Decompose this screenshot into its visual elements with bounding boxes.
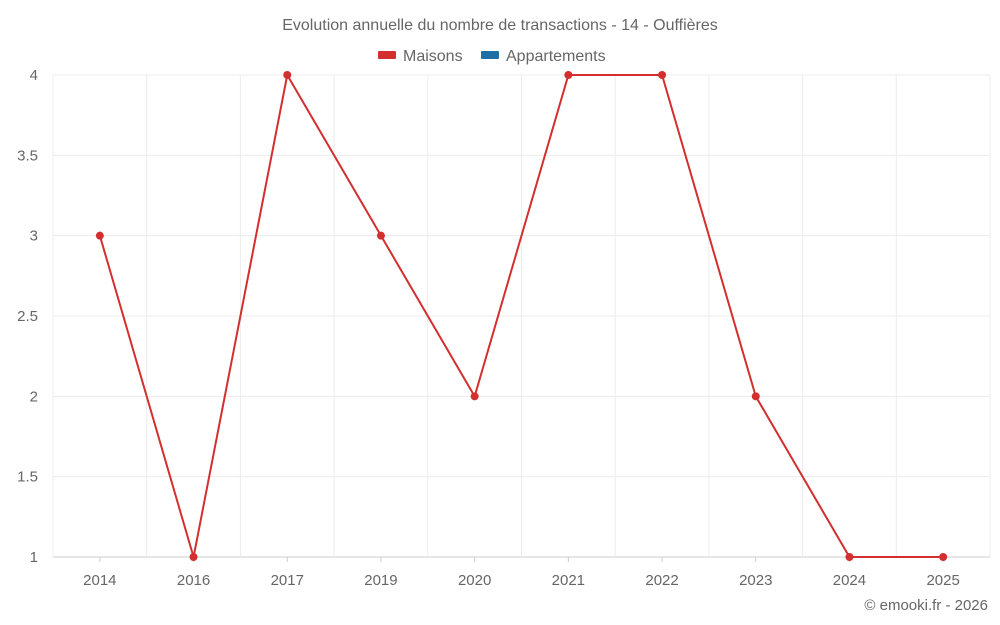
x-tick-label: 2014 <box>83 572 116 589</box>
series <box>95 71 948 561</box>
grid <box>52 74 991 558</box>
legend-item-maisons[interactable]: Maisons <box>378 48 463 65</box>
y-tick-label: 2.5 <box>17 308 38 325</box>
credit-text: © emooki.fr - 2026 <box>864 597 988 614</box>
data-point-maisons[interactable] <box>189 553 198 561</box>
x-tick-label: 2016 <box>177 572 210 589</box>
x-tick-label: 2021 <box>552 572 585 589</box>
data-point-maisons[interactable] <box>658 71 667 79</box>
data-point-maisons[interactable] <box>751 392 760 401</box>
x-tick-label: 2022 <box>645 572 678 589</box>
y-tick-label: 2 <box>30 388 38 405</box>
legend-label-maisons: Maisons <box>403 48 463 65</box>
data-point-maisons[interactable] <box>95 231 104 240</box>
y-tick-label: 1.5 <box>17 469 38 486</box>
x-tick-label: 2024 <box>833 572 866 589</box>
y-tick-label: 3.5 <box>17 147 38 164</box>
x-tick-label: 2019 <box>364 572 397 589</box>
legend-item-appartements[interactable]: Appartements <box>481 48 606 65</box>
axes: 1 1.5 2 2.5 3 3.5 4 2014 2016 2017 2019 2020 2021 202… <box>17 67 960 589</box>
chart-title: Evolution annuelle du nombre de transact… <box>282 17 718 34</box>
data-point-maisons[interactable] <box>845 553 854 561</box>
y-tick-label: 3 <box>30 228 38 245</box>
x-tick-label: 2020 <box>458 572 491 589</box>
data-point-maisons[interactable] <box>564 71 573 79</box>
x-tick-label: 2017 <box>271 572 304 589</box>
data-point-maisons[interactable] <box>376 231 385 240</box>
x-tick-label: 2023 <box>739 572 772 589</box>
legend-label-appartements: Appartements <box>506 48 606 65</box>
y-tick-label: 1 <box>30 549 38 566</box>
data-point-maisons[interactable] <box>283 71 292 79</box>
legend-swatch-appartements <box>481 51 499 59</box>
x-tick-label: 2025 <box>926 572 959 589</box>
y-tick-label: 4 <box>30 67 38 84</box>
legend: Maisons Appartements <box>378 48 606 65</box>
series-line-maisons <box>98 74 944 558</box>
data-point-maisons[interactable] <box>939 553 948 561</box>
legend-swatch-maisons <box>378 51 396 59</box>
data-point-maisons[interactable] <box>470 392 479 401</box>
